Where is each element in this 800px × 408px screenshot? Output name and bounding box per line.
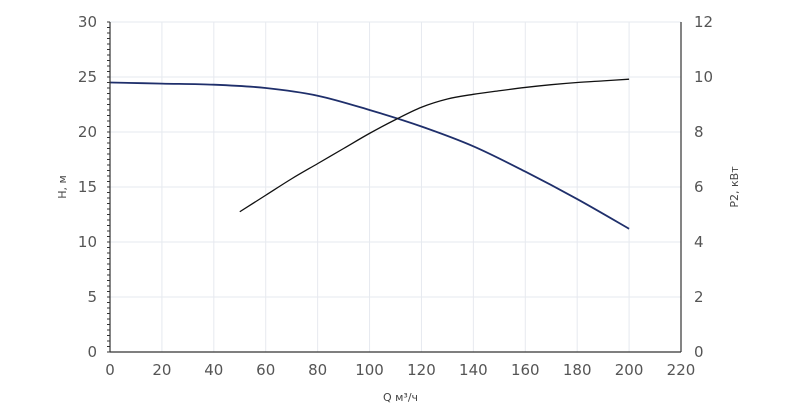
y-right-tick-label: 2 bbox=[694, 288, 704, 306]
x-tick-label: 100 bbox=[355, 361, 384, 379]
y-right-tick-label: 12 bbox=[694, 13, 713, 31]
y-left-tick-label: 15 bbox=[78, 178, 97, 196]
x-tick-label: 20 bbox=[152, 361, 171, 379]
x-tick-label: 40 bbox=[204, 361, 223, 379]
x-tick-label: 220 bbox=[667, 361, 696, 379]
y-left-tick-label: 5 bbox=[87, 288, 97, 306]
y-right-tick-label: 0 bbox=[694, 343, 704, 361]
y-axis-left-label: H, м bbox=[56, 175, 69, 199]
x-tick-label: 180 bbox=[563, 361, 592, 379]
y-right-tick-label: 4 bbox=[694, 233, 704, 251]
y-left-tick-label: 30 bbox=[78, 13, 97, 31]
x-tick-label: 140 bbox=[459, 361, 488, 379]
grid-lines bbox=[110, 21, 681, 352]
tick-labels: 0 20 40 60 80 100 120 140 160 180 200 2200510152025… bbox=[78, 13, 713, 379]
x-tick-label: 160 bbox=[511, 361, 540, 379]
y-left-tick-label: 0 bbox=[87, 343, 97, 361]
x-axis-label: Q м³/ч bbox=[383, 391, 418, 404]
y-right-tick-label: 6 bbox=[694, 178, 704, 196]
y-right-tick-label: 8 bbox=[694, 123, 704, 141]
x-tick-label: 80 bbox=[308, 361, 327, 379]
y-left-tick-label: 20 bbox=[78, 123, 97, 141]
y-right-tick-label: 10 bbox=[694, 68, 713, 86]
x-tick-label: 60 bbox=[256, 361, 275, 379]
series-lines bbox=[109, 78, 630, 230]
y-axis-right-label: P2, кВт bbox=[728, 166, 741, 208]
y-left-tick-label: 25 bbox=[78, 68, 97, 86]
x-tick-label: 120 bbox=[407, 361, 436, 379]
axes bbox=[107, 21, 682, 353]
y-left-tick-label: 10 bbox=[78, 233, 97, 251]
head-curve-line bbox=[109, 81, 630, 230]
x-tick-label: 0 bbox=[105, 361, 115, 379]
power-curve-line bbox=[239, 78, 630, 213]
x-tick-label: 200 bbox=[615, 361, 644, 379]
